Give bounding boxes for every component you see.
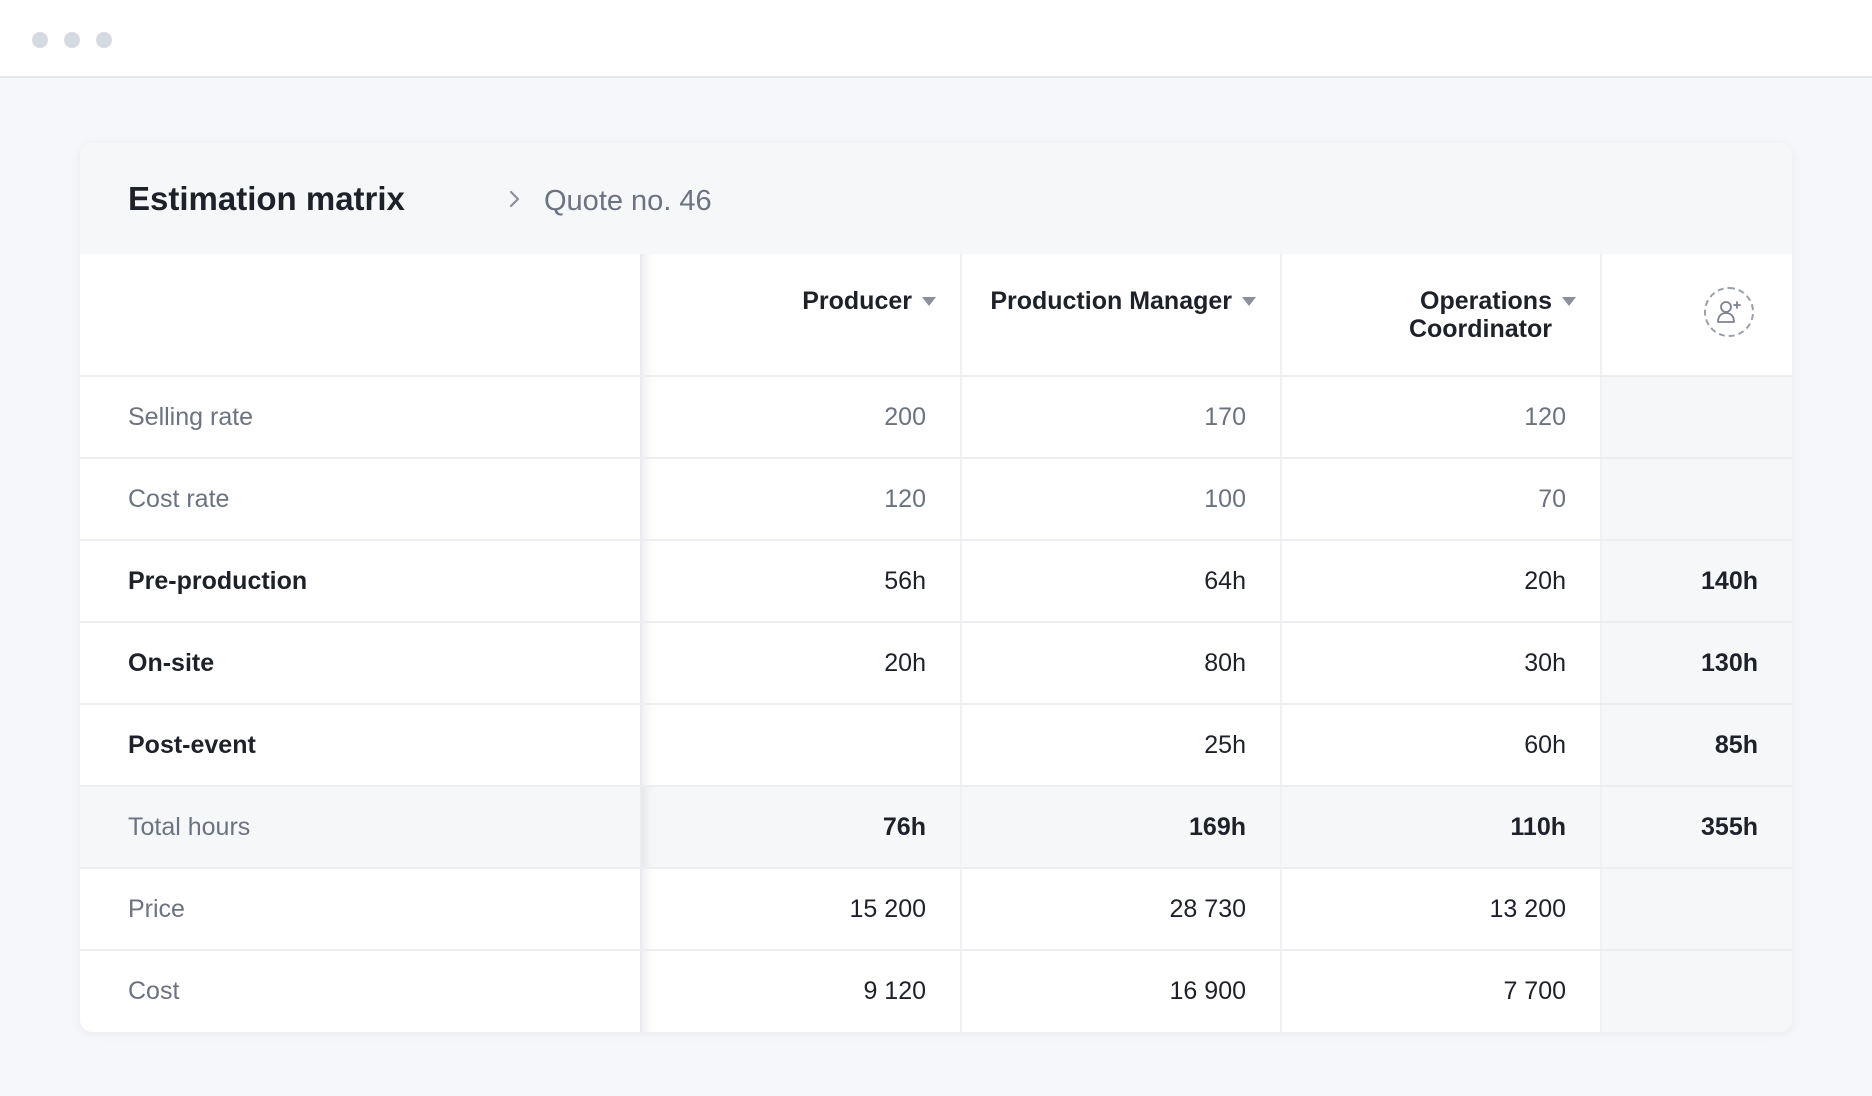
table-cell[interactable]: 25h [961,704,1282,787]
row-label: Post-event [80,704,642,787]
estimation-table: Producer Production Manager Operations C… [80,254,1792,1032]
row-total [1601,868,1792,951]
table-row-on-site: On-site 20h 80h 30h 130h [80,622,1792,705]
add-user-button[interactable] [1704,287,1754,337]
window-close-dot[interactable] [32,32,48,48]
table-cell[interactable]: 120 [1281,376,1602,459]
estimation-matrix-card: Estimation matrix Quote no. 46 Producer [80,143,1792,1032]
row-total: 130h [1601,622,1792,705]
table-cell: 169h [961,786,1282,869]
table-cell[interactable]: 200 [641,376,962,459]
table-cell: 7 700 [1281,950,1602,1032]
row-label: Cost rate [80,458,642,541]
window-minimize-dot[interactable] [64,32,80,48]
row-total [1601,950,1792,1032]
table-cell: 9 120 [641,950,962,1032]
row-label: Selling rate [80,376,642,459]
table-cell: 13 200 [1281,868,1602,951]
header-empty-cell [80,254,642,377]
column-label: Producer [802,287,912,315]
table-row-total-hours: Total hours 76h 169h 110h 355h [80,786,1792,869]
table-cell: 110h [1281,786,1602,869]
caret-down-icon[interactable] [1242,297,1256,306]
column-header-producer[interactable]: Producer [641,254,962,377]
table-row-pre-production: Pre-production 56h 64h 20h 140h [80,540,1792,623]
table-row-price: Price 15 200 28 730 13 200 [80,868,1792,951]
table-row-cost: Cost 9 120 16 900 7 700 [80,950,1792,1032]
table-cell[interactable]: 20h [641,622,962,705]
column-header-production-manager[interactable]: Production Manager [961,254,1282,377]
grand-total: 355h [1601,786,1792,869]
table-cell: 16 900 [961,950,1282,1032]
chevron-right-icon [509,190,520,208]
page-title[interactable]: Estimation matrix [128,180,405,217]
table-cell[interactable]: 60h [1281,704,1602,787]
row-label: Total hours [80,786,642,869]
table-cell[interactable]: 100 [961,458,1282,541]
breadcrumb: Estimation matrix Quote no. 46 [80,143,1792,254]
row-label: Cost [80,950,642,1032]
table-cell[interactable]: 20h [1281,540,1602,623]
table-row-post-event: Post-event 25h 60h 85h [80,704,1792,787]
table-cell[interactable]: 80h [961,622,1282,705]
row-label: On-site [80,622,642,705]
row-total: 140h [1601,540,1792,623]
table-cell[interactable]: 70 [1281,458,1602,541]
table-row-selling-rate: Selling rate 200 170 120 [80,376,1792,459]
column-label-line2: Coordinator [1408,315,1552,343]
table-cell[interactable]: 30h [1281,622,1602,705]
column-label: Operations Coordinator [1409,287,1552,343]
column-label-line1: Operations [1420,287,1552,315]
column-header-operations-coordinator[interactable]: Operations Coordinator [1281,254,1602,377]
table-header-row: Producer Production Manager Operations C… [80,254,1792,377]
row-total [1601,458,1792,541]
row-label: Pre-production [80,540,642,623]
add-column-cell [1601,254,1792,377]
table-cell[interactable]: 170 [961,376,1282,459]
breadcrumb-current: Quote no. 46 [544,185,712,217]
table-cell[interactable]: 64h [961,540,1282,623]
caret-down-icon[interactable] [922,297,936,306]
window-titlebar [0,0,1872,78]
table-cell[interactable] [641,704,962,787]
table-cell: 15 200 [641,868,962,951]
window-maximize-dot[interactable] [96,32,112,48]
add-user-icon [1717,301,1741,323]
table-cell[interactable]: 120 [641,458,962,541]
row-total [1601,376,1792,459]
row-label: Price [80,868,642,951]
table-row-cost-rate: Cost rate 120 100 70 [80,458,1792,541]
table-cell: 76h [641,786,962,869]
row-total: 85h [1601,704,1792,787]
table-cell[interactable]: 56h [641,540,962,623]
column-label: Production Manager [990,287,1232,315]
table-cell: 28 730 [961,868,1282,951]
caret-down-icon[interactable] [1562,297,1576,306]
